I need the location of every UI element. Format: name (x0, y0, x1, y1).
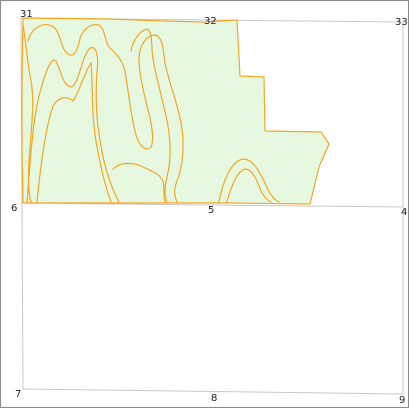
contour-northwest-drain (22, 24, 34, 203)
section-label-6: 6 (11, 203, 17, 214)
field-contours (22, 24, 280, 203)
contour-south-bend (112, 162, 166, 203)
section-label-32: 32 (204, 16, 217, 27)
section-grid (20, 17, 404, 395)
field-boundary (21, 17, 330, 205)
section-line-south (22, 388, 404, 395)
section-line-middle (20, 202, 404, 208)
section-label-33: 33 (395, 17, 408, 28)
section-label-9: 9 (399, 395, 405, 406)
contour-east-hump (218, 158, 280, 203)
section-label-5: 5 (208, 205, 214, 216)
section-label-31: 31 (20, 9, 33, 20)
section-labels: 31 32 33 6 5 4 7 8 9 (11, 9, 408, 406)
contour-west-inner (36, 62, 112, 203)
section-line-west (20, 17, 24, 390)
section-label-8: 8 (211, 393, 217, 404)
section-label-7: 7 (15, 389, 21, 400)
contour-north-arc (27, 24, 126, 72)
contour-west-loop (26, 47, 120, 203)
contour-east-hump-inner (226, 168, 272, 203)
contour-central-inner (130, 28, 171, 203)
field-parcel[interactable] (21, 17, 330, 205)
section-label-4: 4 (401, 207, 407, 218)
contour-central-channel (124, 34, 184, 203)
